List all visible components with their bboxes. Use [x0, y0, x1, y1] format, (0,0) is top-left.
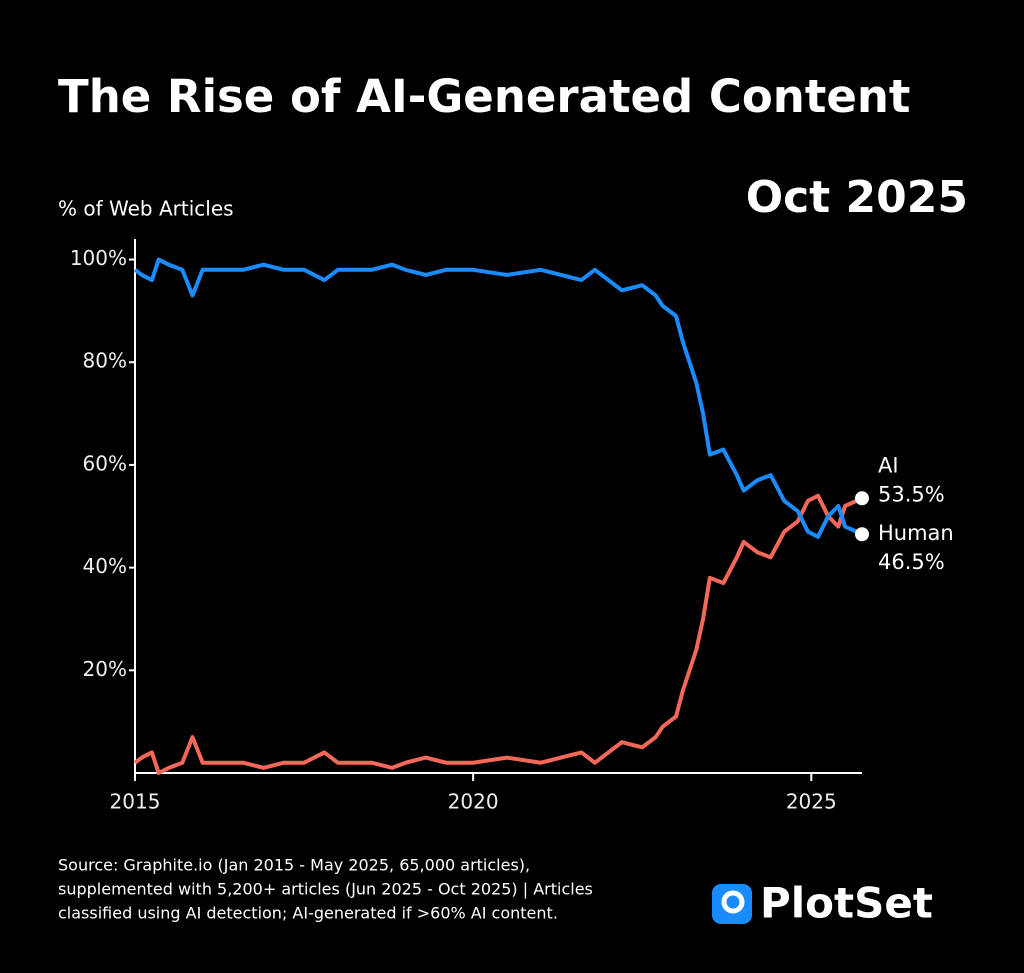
- y-tick-label: 80%: [83, 349, 127, 373]
- line-0: [133, 493, 863, 775]
- source-line: classified using AI detection; AI-genera…: [58, 904, 558, 923]
- x-tick-label: 2015: [110, 790, 161, 814]
- y-tick-label: 100%: [70, 246, 127, 270]
- y-tick-label: 20%: [83, 657, 127, 681]
- source-line: supplemented with 5,200+ articles (Jun 2…: [58, 880, 593, 899]
- x-tick-label: 2025: [786, 790, 837, 814]
- x-tick-label: 2020: [448, 790, 499, 814]
- brand-name: PlotSet: [760, 879, 933, 928]
- brand-icon-glyph: [721, 890, 745, 914]
- y-tick-label: 40%: [83, 554, 127, 578]
- end-dot: [855, 527, 869, 542]
- legend-label: Human: [878, 521, 954, 545]
- brand-icon: [712, 884, 752, 924]
- end-dot: [855, 491, 869, 506]
- line-1: [133, 257, 863, 539]
- end-value-label: 53.5%: [878, 482, 945, 506]
- legend-label: AI: [878, 453, 899, 477]
- source-line: Source: Graphite.io (Jan 2015 - May 2025…: [58, 856, 530, 875]
- y-axis-label: % of Web Articles: [58, 197, 234, 221]
- chart-title: The Rise of AI-Generated Content: [58, 70, 910, 123]
- end-value-label: 46.5%: [878, 550, 945, 574]
- y-tick-label: 60%: [83, 451, 127, 475]
- chart-subtitle: Oct 2025: [746, 172, 968, 223]
